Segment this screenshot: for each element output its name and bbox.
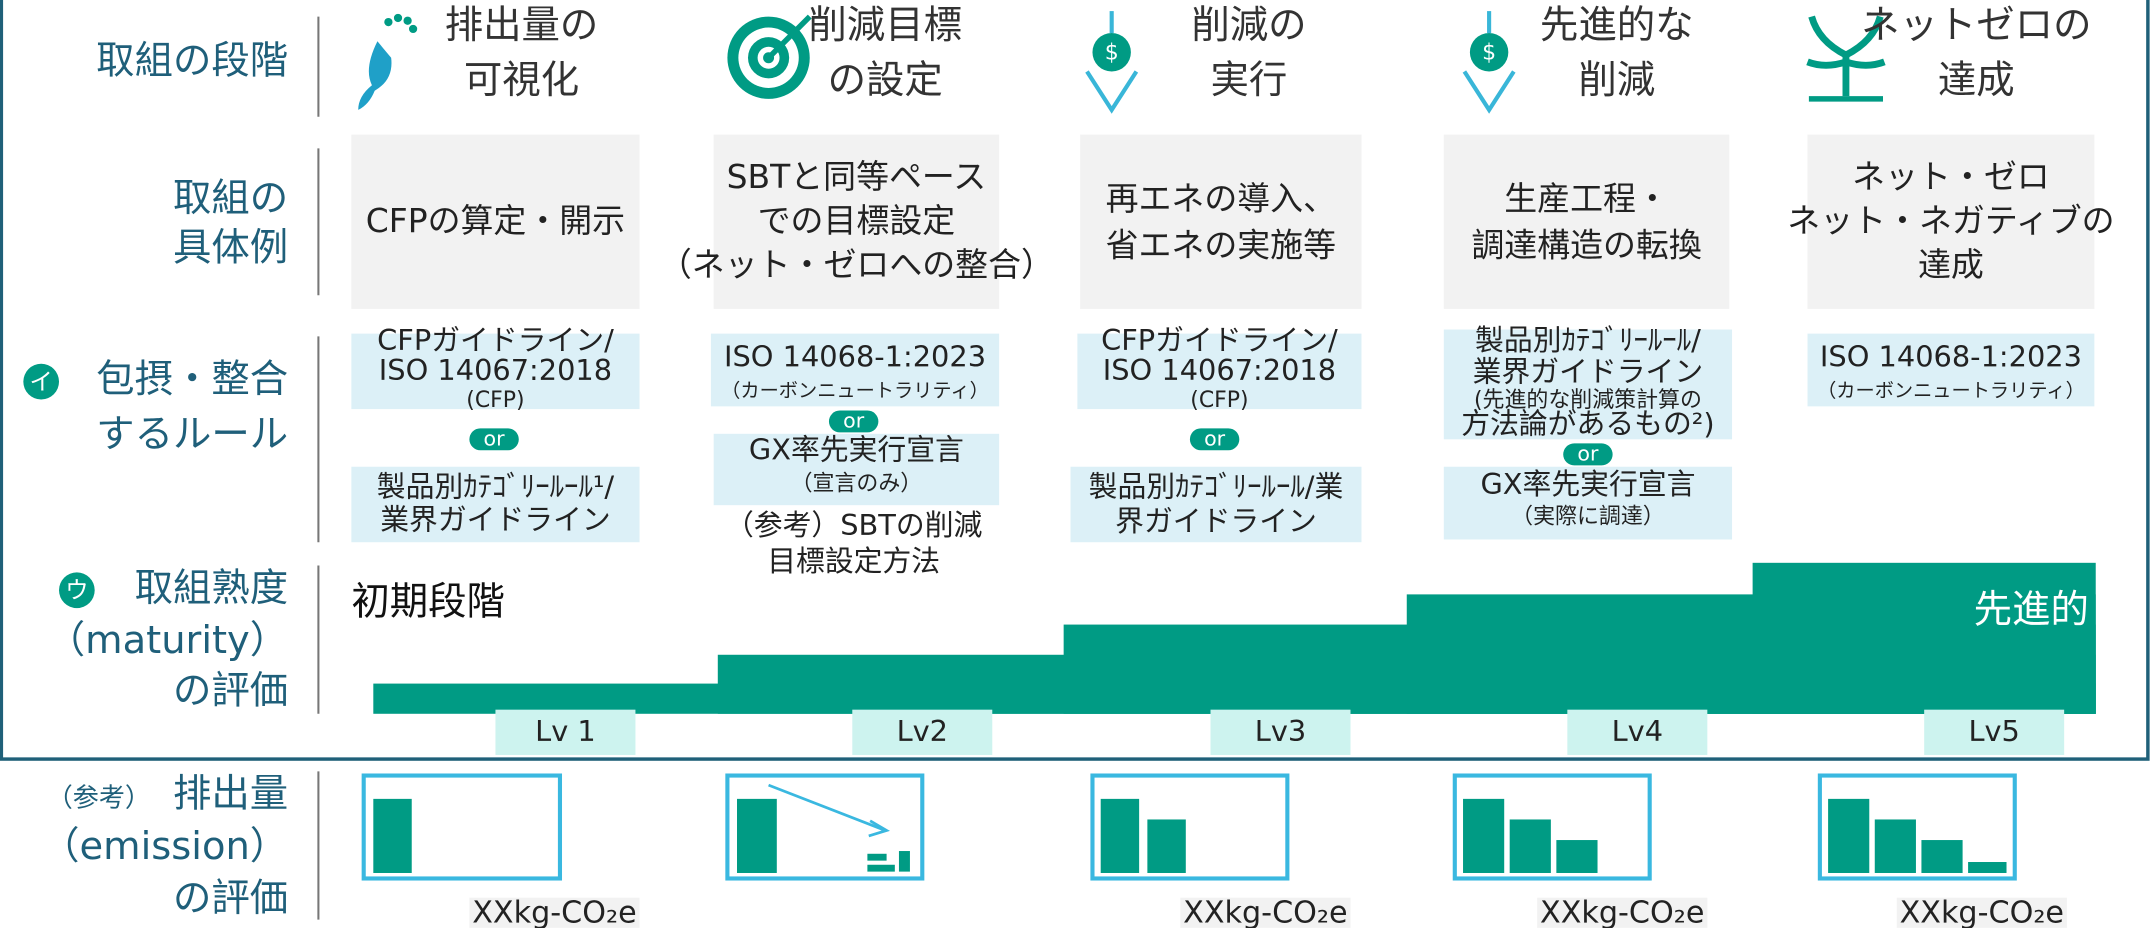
- row-label: 取組の段階: [96, 39, 288, 84]
- badge-label: ウ: [65, 576, 88, 604]
- rule-text: ISO 14067:2018: [1103, 353, 1336, 387]
- level-label: Lv4: [1612, 714, 1663, 748]
- example-text: 再エネの導入、: [1106, 179, 1336, 218]
- stage-label: 削減の: [1191, 3, 1306, 48]
- badge-label: イ: [30, 368, 53, 396]
- page: {"rows":[ {"lines":["取組の段階"]}, {"lines":…: [0, 0, 2152, 932]
- level-label: Lv5: [1968, 714, 2019, 748]
- note-text: （参考）SBTの削減: [725, 508, 983, 542]
- rule-text: 製品別ｶﾃｺﾞﾘｰﾙｰﾙ¹/: [377, 470, 615, 504]
- stage-label: ネットゼロの: [1861, 3, 2091, 48]
- example-text: での目標設定: [758, 201, 956, 240]
- emission-label: XXkg-CO₂e: [1540, 896, 1704, 928]
- rule-text: CFPガイドライン/: [377, 323, 614, 357]
- example-text: 生産工程・: [1504, 179, 1669, 218]
- example-text: 調達構造の転換: [1471, 226, 1702, 265]
- level-label: Lv3: [1255, 714, 1306, 748]
- rule-text: ISO 14067:2018: [379, 353, 612, 387]
- rule-text: (CFP): [1190, 388, 1248, 413]
- example-box: [1080, 135, 1361, 309]
- example-text: CFPの算定・開示: [366, 201, 625, 240]
- rule-text: 製品別ｶﾃｺﾞﾘｰﾙｰﾙ/業: [1089, 470, 1344, 504]
- rule-text: 製品別ｶﾃｺﾞﾘｰﾙｰﾙ/: [1475, 323, 1701, 357]
- example-text: （ネット・ゼロへの整合）: [659, 245, 1054, 284]
- staircase: [373, 563, 2095, 714]
- rule-text: （カーボンニュートラリティ）: [721, 379, 989, 402]
- rule-text: (CFP): [466, 388, 524, 413]
- example-text: SBTと同等ペース: [727, 157, 986, 196]
- diagram: $ $ 取組の段階取組の具体例包摂・整合するルール イ取組熟度 （maturity） の…: [0, 0, 2152, 928]
- row-label: するルール: [96, 412, 288, 457]
- emission-charts: [364, 776, 2015, 879]
- svg-text:$: $: [1105, 41, 1119, 66]
- rule-text: 方法論があるもの²): [1461, 407, 1714, 441]
- row-label: 取組の: [173, 176, 288, 221]
- rule-text: CFPガイドライン/: [1101, 323, 1338, 357]
- row-label: 取組熟度: [135, 566, 289, 611]
- stage-label: の設定: [828, 58, 943, 103]
- stage-label: 実行: [1211, 58, 1288, 103]
- example-text: 省エネの実施等: [1106, 226, 1336, 265]
- row-label: 排出量: [173, 772, 288, 817]
- row-label: の評価: [173, 876, 288, 921]
- note-text: 目標設定方法: [767, 544, 940, 578]
- stage-label: 排出量の: [445, 3, 599, 48]
- rule-text: ISO 14068-1:2023: [724, 339, 986, 373]
- rule-text: （実際に調達）: [1511, 505, 1665, 530]
- row-label: 具体例: [173, 225, 288, 270]
- stage-label: 可視化: [464, 58, 579, 103]
- emission-label: XXkg-CO₂e: [1900, 896, 2064, 928]
- example-box: [1444, 135, 1729, 309]
- stage-label: 削減目標: [808, 3, 962, 48]
- svg-text:$: $: [1482, 41, 1496, 66]
- stage-label: 先進的な: [1540, 3, 1694, 48]
- rule-text: （カーボンニュートラリティ）: [1817, 379, 2085, 402]
- stage-label: 削減: [1578, 58, 1655, 103]
- stage-label: 達成: [1938, 58, 2015, 103]
- maturity-start: 初期段階: [351, 579, 505, 624]
- or-label: or: [843, 408, 865, 432]
- rule-text: GX率先実行宣言: [1480, 467, 1695, 501]
- rule-text: GX率先実行宣言: [749, 433, 964, 467]
- or-label: or: [1204, 426, 1226, 450]
- emission-label: XXkg-CO₂e: [1183, 896, 1347, 928]
- emission-label: XXkg-CO₂e: [472, 896, 636, 928]
- level-label: Lv 1: [535, 714, 596, 748]
- row-label: （emission）: [41, 824, 288, 869]
- maturity-end: 先進的: [1974, 588, 2089, 633]
- rule-text: 業界ガイドライン: [1473, 354, 1704, 388]
- row-prefix: （参考）: [47, 783, 151, 813]
- level-label: Lv2: [897, 714, 948, 748]
- row-label: （maturity）: [47, 618, 288, 663]
- or-label: or: [1577, 441, 1599, 465]
- rule-text: ISO 14068-1:2023: [1820, 339, 2082, 373]
- example-text: ネット・ネガティブの: [1787, 201, 2114, 240]
- example-text: ネット・ゼロ: [1852, 157, 2050, 196]
- rule-text: （宣言のみ）: [791, 472, 923, 497]
- rule-text: 界ガイドライン: [1115, 504, 1317, 538]
- rule-text: 業界ガイドライン: [380, 503, 611, 537]
- row-label: 包摂・整合: [96, 357, 288, 402]
- or-label: or: [484, 426, 506, 450]
- row-label: の評価: [173, 669, 288, 714]
- example-text: 達成: [1918, 245, 1984, 284]
